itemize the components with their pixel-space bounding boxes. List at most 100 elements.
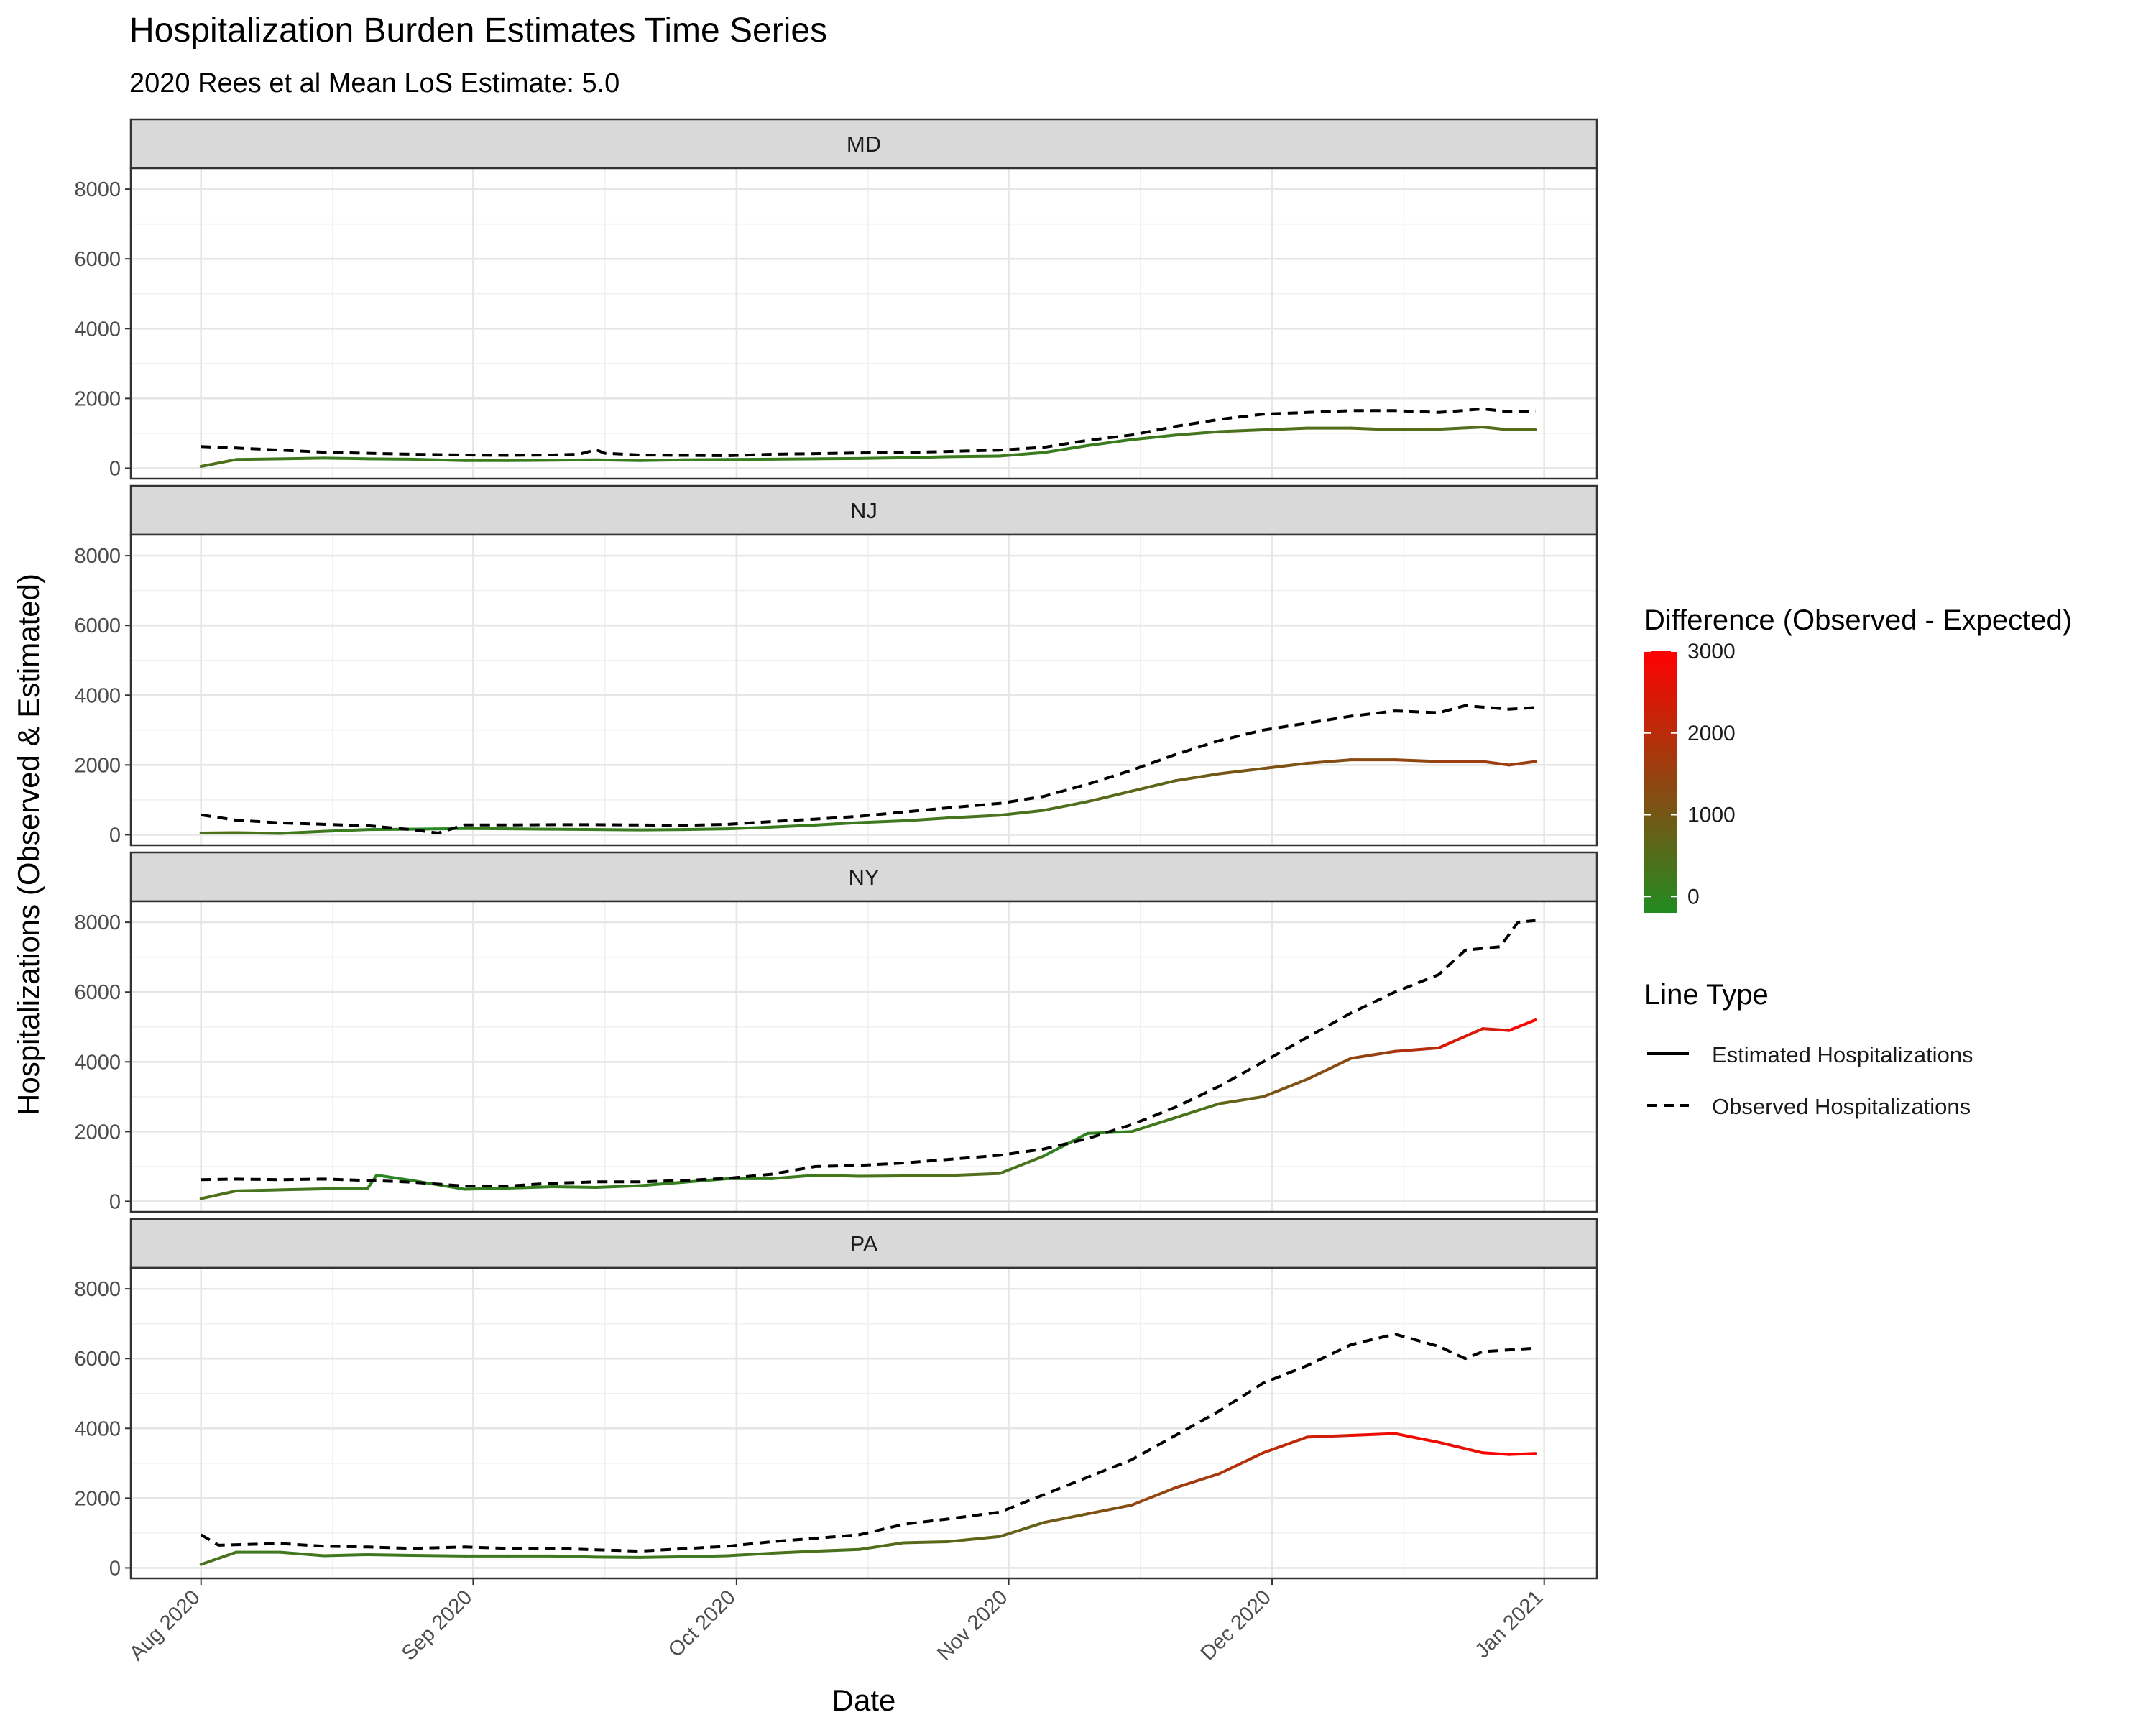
estimated-line-segment [1349, 1432, 1397, 1437]
panel-border [129, 900, 1598, 1213]
estimated-line-segment [410, 457, 466, 462]
estimated-line-segment [1174, 1102, 1221, 1119]
estimated-line-segment [278, 456, 326, 461]
y-tick-label: 4000 [74, 318, 121, 341]
estimated-line-segment [998, 1521, 1046, 1538]
estimated-line-segment [1174, 772, 1221, 783]
panel-strip-label: MD [847, 132, 881, 157]
estimated-line-segment [322, 1186, 369, 1190]
legend-entry-estimated: Estimated Hospitalizations [1712, 1042, 1973, 1067]
y-tick-label: 0 [109, 1557, 121, 1580]
linetype-legend-title: Line Type [1644, 979, 1769, 1011]
estimated-line-segment [594, 1184, 642, 1190]
y-tick-label: 2000 [74, 1121, 121, 1144]
estimated-line-segment [1261, 1077, 1309, 1098]
estimated-line-segment [946, 1535, 1002, 1544]
estimated-line-segment [1305, 758, 1353, 765]
estimated-line-segment [1393, 428, 1441, 432]
y-tick-label: 8000 [74, 545, 121, 568]
panel-background [131, 168, 1597, 479]
panel-background [131, 535, 1597, 845]
estimated-line-segment [726, 1552, 773, 1558]
panel-nj: NJ 0 2000 4000 6000 8000 [74, 484, 1598, 847]
estimated-line-segment [1349, 1049, 1397, 1060]
panel-border [129, 533, 1598, 847]
estimated-line-segment [1042, 1512, 1089, 1524]
y-tick-label: 8000 [74, 1278, 121, 1301]
panel-border [129, 1266, 1598, 1580]
estimated-line-segment [1507, 1452, 1537, 1456]
estimated-line-segment [550, 1554, 598, 1559]
estimated-line-segment [1130, 1116, 1177, 1133]
estimated-line-segment [594, 458, 642, 462]
estimated-line-segment [1507, 1018, 1537, 1032]
panel-background [131, 1268, 1597, 1578]
chart-subtitle: 2020 Rees et al Mean LoS Estimate: 5.0 [129, 68, 619, 98]
estimated-line-segment [998, 1154, 1046, 1175]
color-legend-label: 3000 [1687, 640, 1736, 663]
estimated-line-segment [199, 1189, 238, 1200]
estimated-line-segment [901, 455, 949, 459]
y-tick-label: 6000 [74, 248, 121, 271]
estimated-line-segment [1086, 1504, 1133, 1516]
estimated-line-segment [1217, 428, 1265, 433]
estimated-line-segment [1437, 1027, 1485, 1049]
x-axis-label: Date [832, 1683, 896, 1717]
estimated-line-segment [638, 1180, 686, 1187]
estimated-line-segment [1481, 760, 1511, 767]
estimated-line-segment [998, 451, 1046, 458]
legend-entry-observed: Observed Hospitalizations [1712, 1094, 1971, 1119]
observed-line [201, 919, 1536, 1188]
color-legend-label: 0 [1687, 885, 1700, 908]
estimated-line-segment [901, 816, 949, 823]
estimated-line-segment [463, 1186, 510, 1191]
panel-strip-label: PA [849, 1231, 877, 1256]
panel-strip [129, 851, 1598, 903]
x-tick-label: Jan 2021 [1471, 1586, 1548, 1662]
panel-strip-label: NY [848, 865, 879, 890]
estimated-line-segment [1174, 430, 1221, 437]
facet-panels: MD02000400060008000NJ02000400060008000NY… [74, 118, 1598, 1580]
panel-strip-label: NJ [850, 498, 877, 523]
estimated-line-segment [1393, 758, 1441, 763]
estimated-line-segment [1507, 760, 1537, 767]
estimated-line-segment [322, 828, 369, 833]
estimated-line-segment [1217, 1095, 1265, 1105]
estimated-line-segment [726, 825, 773, 831]
estimated-line-segment [857, 819, 905, 824]
x-tick-label: Nov 2020 [933, 1586, 1012, 1665]
estimated-line-segment [1437, 1440, 1485, 1455]
estimated-line-segment [278, 1187, 326, 1192]
estimated-line-segment [998, 809, 1046, 817]
observed-line [201, 704, 1536, 835]
estimated-line-segment [507, 1185, 554, 1190]
observed-line [201, 407, 1536, 458]
x-axis: Aug 2020 Sep 2020 Oct 2020 Nov 2020 Dec 2020… [125, 1578, 1548, 1665]
estimated-line-segment [946, 814, 1002, 820]
y-tick-label: 0 [109, 1190, 121, 1213]
estimated-line-segment [1261, 426, 1309, 432]
estimated-line-segment [770, 1550, 817, 1555]
estimated-line-segment [1305, 1057, 1353, 1081]
estimated-line-segment [1086, 438, 1133, 447]
estimated-line-segment [1393, 1046, 1441, 1053]
y-tick-label: 4000 [74, 1417, 121, 1440]
estimated-line-segment [770, 1174, 817, 1180]
estimated-line-segment [857, 456, 905, 460]
panel-ny: NY 0 2000 4000 6000 8000 [74, 851, 1598, 1213]
estimated-line-segment [1437, 426, 1485, 431]
observed-line [200, 1333, 1536, 1553]
color-legend: Difference (Observed - Expected) 0 1000 20… [1644, 604, 2072, 913]
estimated-line-segment [278, 1550, 326, 1558]
estimated-line-segment [1481, 426, 1511, 432]
estimated-line-segment [410, 1553, 466, 1558]
x-tick-label: Aug 2020 [125, 1586, 204, 1665]
color-legend-bar [1644, 651, 1677, 913]
estimated-line-segment [199, 458, 238, 469]
estimated-line-segment [1042, 443, 1089, 454]
estimated-line-segment [1393, 1432, 1441, 1444]
color-legend-label: 1000 [1687, 804, 1736, 827]
estimated-line-segment [1217, 1451, 1265, 1476]
estimated-line-segment [1130, 433, 1177, 441]
